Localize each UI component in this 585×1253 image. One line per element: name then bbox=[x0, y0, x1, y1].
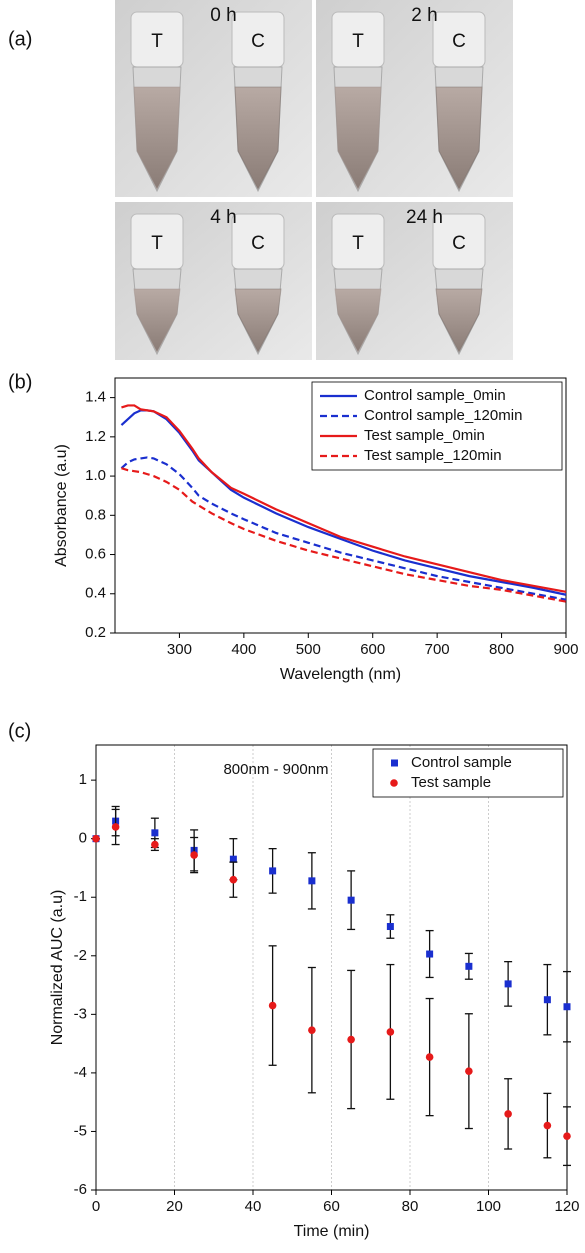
y-tick-label: -6 bbox=[74, 1181, 87, 1198]
point bbox=[347, 1035, 355, 1044]
x-tick-label: 20 bbox=[166, 1198, 183, 1215]
y-tick-label: -3 bbox=[74, 1005, 87, 1022]
legend-swatch bbox=[391, 759, 398, 767]
point bbox=[563, 1132, 571, 1140]
point bbox=[92, 834, 100, 843]
x-axis-label: Wavelength (nm) bbox=[280, 666, 401, 683]
x-tick-label: 80 bbox=[402, 1198, 419, 1215]
tube-label: T bbox=[352, 233, 364, 254]
tube-liquid bbox=[234, 288, 282, 354]
x-tick-label: 400 bbox=[231, 641, 256, 658]
legend-label: Control sample bbox=[411, 754, 512, 771]
legend-swatch bbox=[390, 779, 398, 787]
x-tick-label: 500 bbox=[296, 641, 321, 658]
y-tick-label: 0.8 bbox=[85, 506, 106, 523]
point bbox=[425, 1053, 434, 1061]
legend-label: Control sample_0min bbox=[364, 387, 506, 404]
y-tick-label: 1 bbox=[79, 771, 87, 788]
y-tick-label: -2 bbox=[74, 947, 87, 964]
tube-liquid bbox=[435, 288, 483, 354]
point bbox=[347, 896, 355, 904]
annotation: 800nm - 900nm bbox=[223, 761, 328, 778]
x-tick-label: 60 bbox=[323, 1198, 340, 1215]
point bbox=[151, 829, 159, 837]
point bbox=[308, 877, 316, 885]
tube-liquid bbox=[334, 288, 382, 354]
tube-label: C bbox=[251, 233, 265, 254]
point bbox=[190, 851, 198, 859]
point bbox=[504, 1110, 512, 1118]
tube-liquid bbox=[133, 288, 181, 354]
tube-label: C bbox=[452, 233, 466, 254]
photo-label: 24 h bbox=[406, 207, 443, 228]
point bbox=[111, 823, 120, 831]
line bbox=[120, 456, 567, 601]
y-tick-label: 0.4 bbox=[85, 585, 106, 602]
x-tick-label: 0 bbox=[92, 1198, 100, 1215]
point bbox=[269, 867, 277, 875]
line bbox=[121, 404, 567, 593]
tube-label: C bbox=[251, 31, 265, 52]
plot-frame bbox=[95, 744, 568, 1191]
point bbox=[268, 1001, 277, 1010]
y-tick-label: 0 bbox=[79, 830, 87, 847]
legend-label: Test sample_0min bbox=[364, 427, 485, 444]
y-tick-label: -5 bbox=[74, 1122, 87, 1139]
panel-label: (a) bbox=[8, 28, 32, 50]
tube-liquid bbox=[334, 86, 382, 191]
y-axis-label: Absorbance (a.u) bbox=[53, 444, 70, 567]
x-tick-label: 100 bbox=[476, 1198, 501, 1215]
tube-label: T bbox=[352, 31, 364, 52]
x-tick-label: 700 bbox=[425, 641, 450, 658]
tube-liquid bbox=[234, 86, 282, 191]
point bbox=[229, 855, 237, 863]
photo-label: 4 h bbox=[210, 207, 236, 228]
x-tick-label: 300 bbox=[167, 641, 192, 658]
point bbox=[563, 1003, 571, 1011]
x-tick-label: 800 bbox=[489, 641, 514, 658]
point bbox=[386, 923, 394, 931]
y-tick-label: 1.0 bbox=[85, 467, 106, 484]
legend-box bbox=[372, 748, 564, 798]
legend-label: Test sample bbox=[411, 774, 491, 791]
legend-label: Test sample_120min bbox=[364, 447, 502, 464]
point bbox=[386, 1028, 395, 1036]
point bbox=[151, 840, 159, 849]
tube-liquid bbox=[133, 86, 181, 191]
point bbox=[426, 950, 434, 958]
panel-label: (c) bbox=[8, 720, 31, 742]
plot-frame bbox=[114, 377, 567, 634]
point bbox=[465, 1067, 473, 1075]
tube-label: T bbox=[151, 31, 163, 52]
line bbox=[121, 467, 567, 603]
x-axis-label: Time (min) bbox=[294, 1223, 370, 1240]
legend-label: Control sample_120min bbox=[364, 407, 522, 424]
point bbox=[504, 980, 512, 988]
point bbox=[465, 962, 473, 970]
x-tick-label: 120 bbox=[554, 1198, 579, 1215]
x-tick-label: 900 bbox=[553, 641, 578, 658]
y-tick-label: -1 bbox=[74, 888, 87, 905]
photo-label: 0 h bbox=[210, 5, 236, 26]
y-tick-label: -4 bbox=[74, 1064, 87, 1081]
y-tick-label: 0.2 bbox=[85, 624, 106, 641]
y-tick-label: 1.2 bbox=[85, 428, 106, 445]
x-tick-label: 40 bbox=[245, 1198, 262, 1215]
panel-label: (b) bbox=[8, 371, 32, 393]
tube-liquid bbox=[435, 86, 483, 191]
y-tick-label: 0.6 bbox=[85, 546, 106, 563]
tube-label: T bbox=[151, 233, 163, 254]
point bbox=[308, 1026, 316, 1034]
y-tick-label: 1.4 bbox=[85, 389, 106, 406]
point bbox=[543, 996, 551, 1004]
photo-label: 2 h bbox=[411, 5, 437, 26]
x-tick-label: 600 bbox=[360, 641, 385, 658]
y-axis-label: Normalized AUC (a.u) bbox=[49, 890, 66, 1046]
point bbox=[543, 1121, 552, 1130]
tube-label: C bbox=[452, 31, 466, 52]
point bbox=[229, 875, 238, 884]
